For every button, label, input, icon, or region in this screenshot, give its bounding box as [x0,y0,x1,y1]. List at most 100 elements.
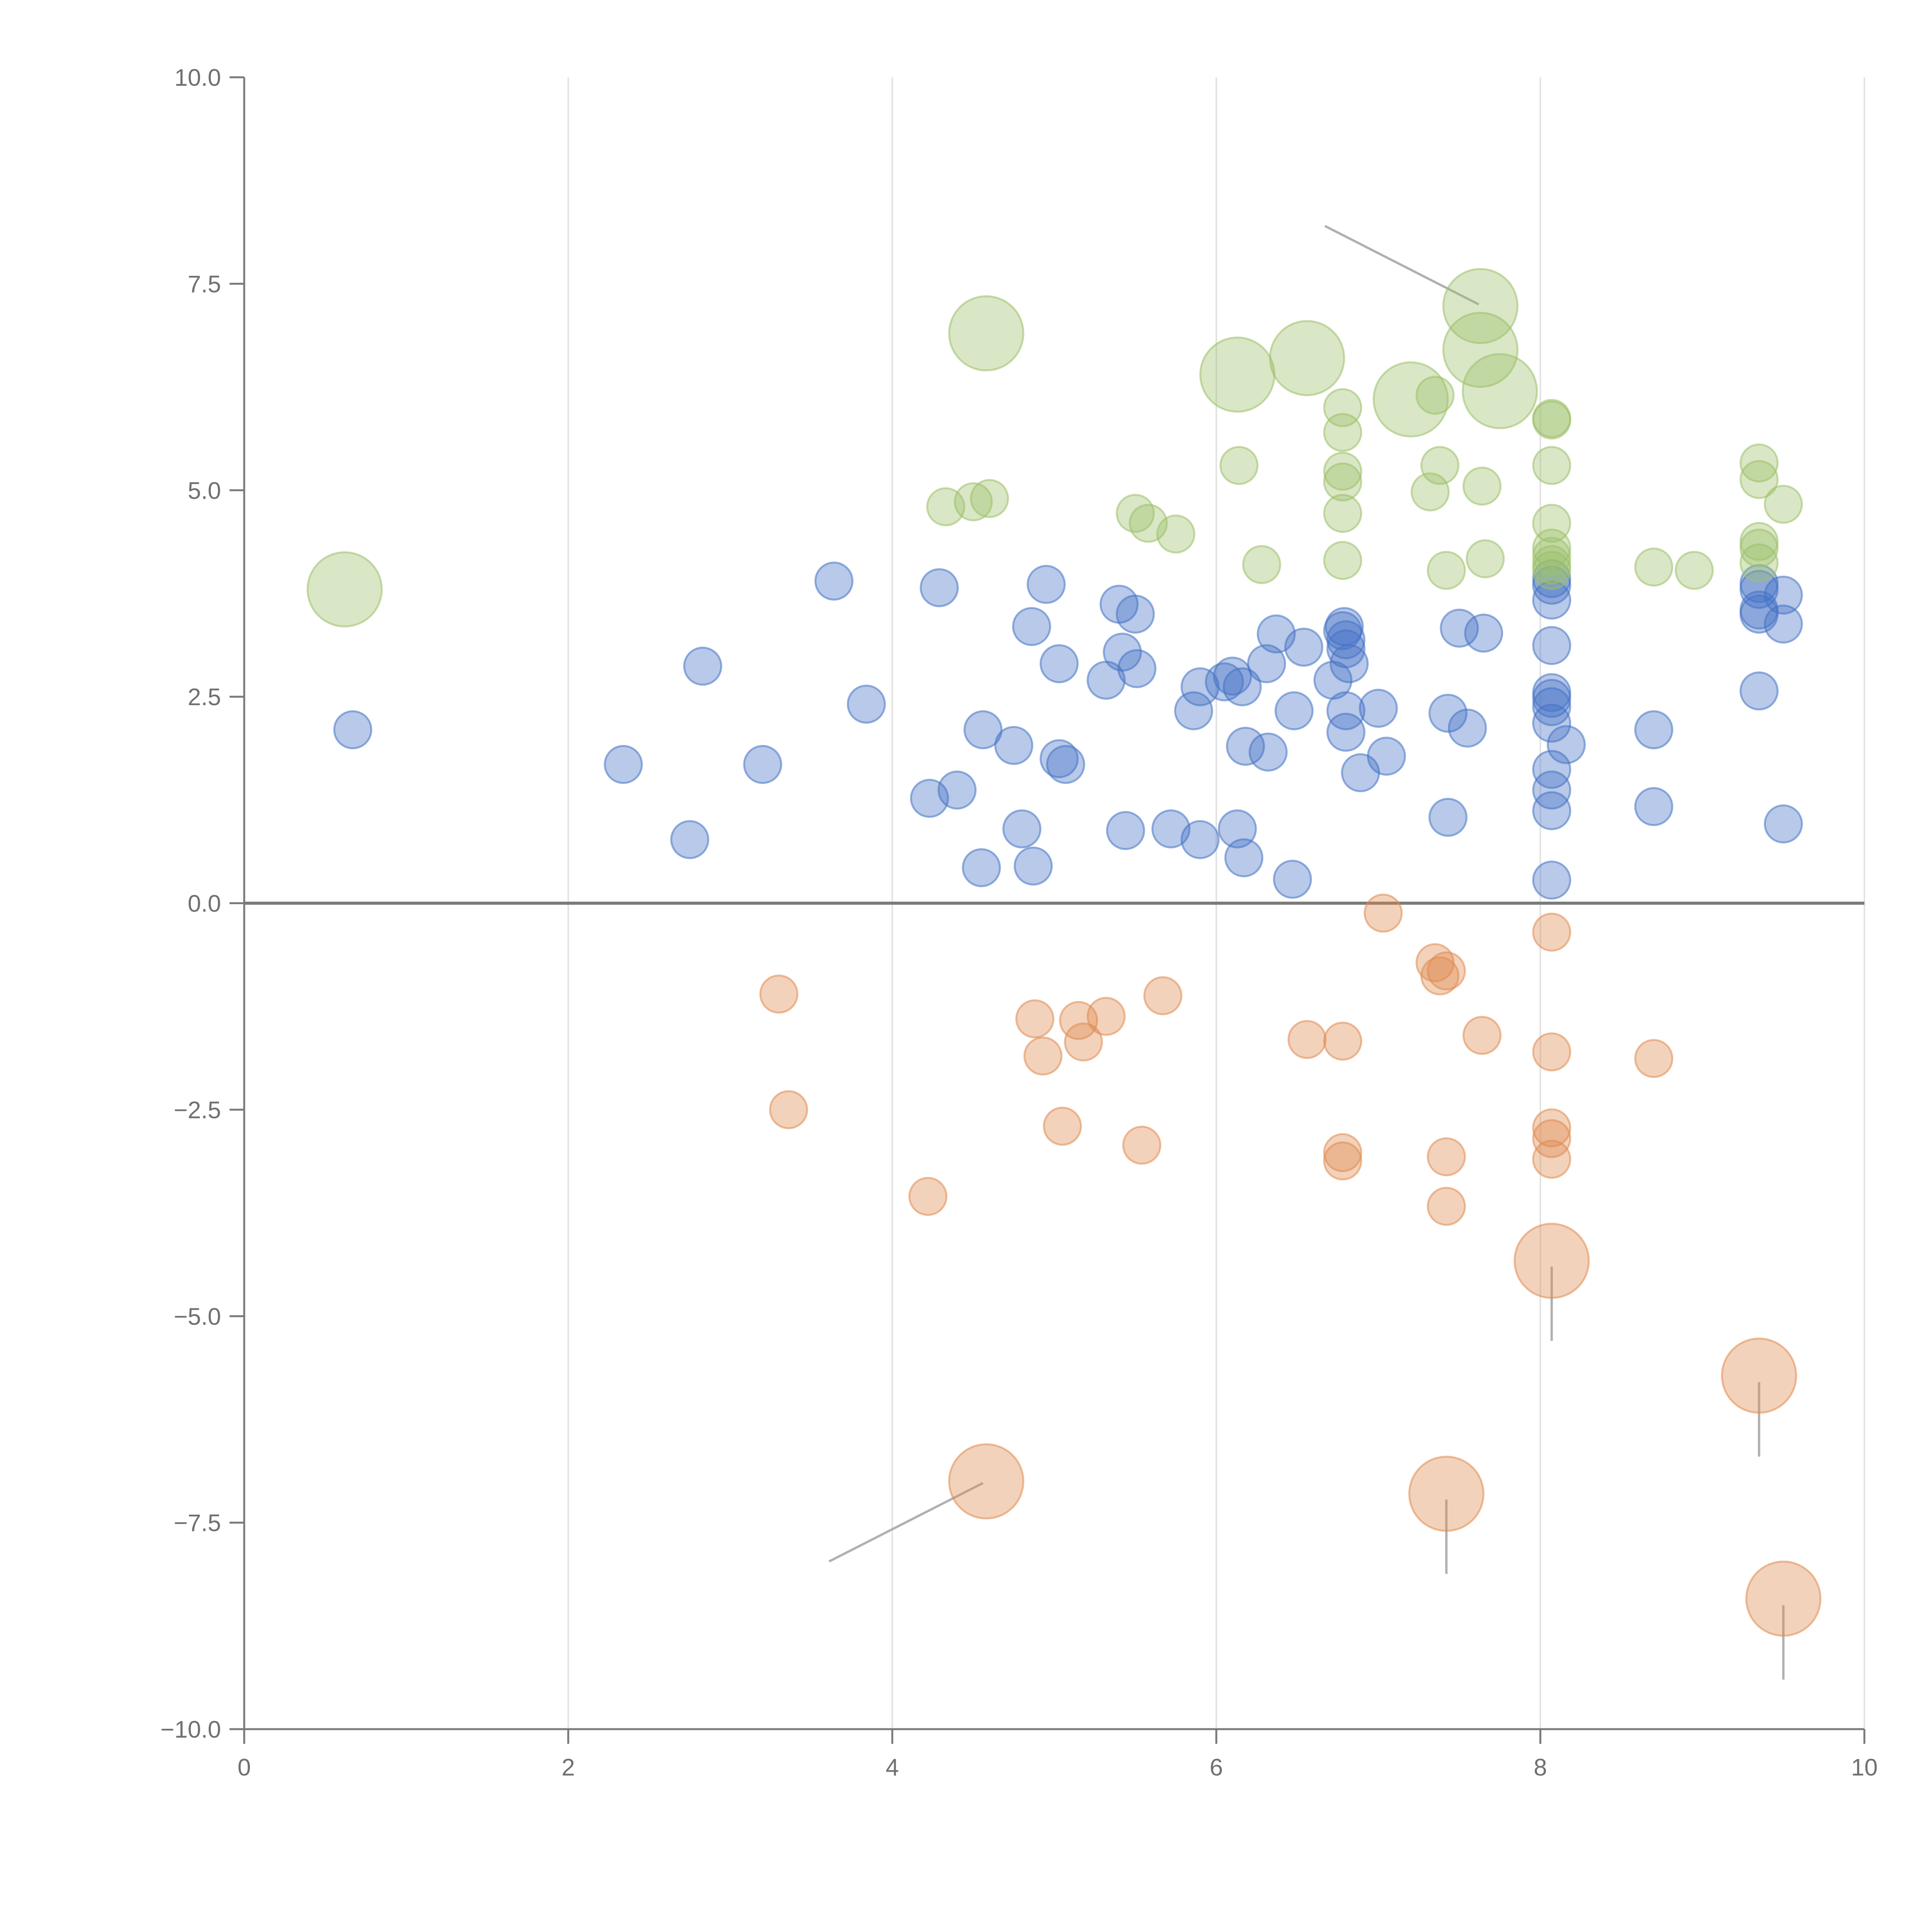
green-large-point-6 [1442,311,1519,388]
orange-point-24 [1532,1108,1571,1148]
green-point-17 [1427,551,1466,590]
blue-point-49 [1330,644,1369,684]
green-point-29 [1675,551,1714,590]
blue-point-9 [937,770,977,810]
blue-point-33 [1218,809,1257,849]
y-tick-label: −7.5 [174,1510,221,1537]
blue-point-0 [333,710,372,750]
green-point-25 [1532,537,1571,576]
blue-point-47 [1326,691,1366,730]
green-point-31 [1739,460,1779,499]
green-point-7 [1242,545,1281,584]
green-point-33 [1739,528,1779,568]
blue-point-14 [1012,607,1051,646]
blue-point-19 [1046,745,1085,784]
green-large-point-7 [1462,353,1538,429]
blue-point-51 [1359,689,1398,728]
blue-point-79 [1764,604,1803,644]
green-point-11 [1323,452,1362,491]
orange-point-25 [1532,1119,1571,1158]
blue-point-15 [1014,846,1053,886]
blue-point-66 [1532,626,1571,665]
green-point-35 [1764,485,1803,524]
y-tick-label: −2.5 [174,1097,221,1124]
green-large-point-5 [1442,268,1519,344]
annotation-line-1 [828,1482,984,1563]
blue-point-61 [1532,750,1571,789]
blue-point-3 [683,646,723,686]
orange-point-27 [1634,1039,1673,1078]
orange-point-8 [1087,997,1126,1036]
green-point-14 [1410,472,1450,512]
green-large-point-3 [1269,320,1345,396]
blue-point-59 [1532,791,1571,830]
x-tick-label: 8 [1534,1754,1547,1781]
y-tick-label: −5.0 [174,1303,221,1330]
y-tick-label: 10.0 [174,65,221,91]
x-tick-label: 10 [1851,1754,1878,1781]
blue-point-12 [994,726,1034,765]
blue-point-37 [1248,732,1288,772]
green-point-1 [954,482,993,522]
x-tick-labels: 0 2 4 6 8 10 [238,1754,1878,1781]
blue-point-10 [962,848,1001,888]
blue-point-73 [1739,671,1779,711]
x-tick-label: 2 [561,1754,575,1781]
green-point-9 [1323,494,1362,533]
orange-point-19 [1427,1137,1466,1177]
blue-point-23 [1106,811,1145,850]
blue-point-52 [1367,736,1406,776]
blue-point-60 [1532,770,1571,810]
blue-point-17 [1039,644,1079,684]
orange-point-17 [1420,956,1459,996]
green-point-6 [1219,446,1259,485]
blue-point-48 [1326,713,1366,752]
blue-point-46 [1326,629,1366,668]
blue-point-35 [1226,726,1265,766]
blue-point-78 [1764,575,1803,615]
orange-large-point-2 [1514,1223,1590,1299]
blue-point-76 [1739,564,1779,603]
y-tick-labels: 10.0 7.5 5.0 2.5 0.0 −2.5 −5.0 −7.5 −10.0 [160,65,221,1743]
orange-point-9 [1122,1126,1162,1165]
blue-point-4 [743,745,782,784]
blue-point-26 [1151,809,1190,849]
blue-point-41 [1284,628,1323,667]
blue-point-58 [1532,861,1571,900]
green-point-3 [1116,494,1155,533]
orange-point-23 [1532,1032,1571,1071]
blue-point-1 [604,745,643,784]
orange-point-7 [1064,1022,1103,1062]
blue-point-57 [1464,614,1503,653]
orange-point-22 [1532,912,1571,952]
blue-point-39 [1274,691,1314,730]
green-point-19 [1466,539,1505,578]
orange-large-point-0 [948,1443,1024,1520]
orange-large-point-3 [1721,1337,1797,1414]
blue-point-6 [847,684,886,724]
y-tick-label: 0.0 [188,891,221,917]
orange-point-12 [1323,1021,1362,1061]
green-large-point-4 [1372,361,1449,438]
orange-point-5 [1043,1107,1082,1146]
green-point-27 [1532,551,1571,590]
y-tick-label: 5.0 [188,478,221,504]
green-large-point-0 [306,551,383,628]
blue-point-16 [1027,565,1066,604]
green-point-16 [1420,446,1459,485]
blue-point-40 [1273,860,1312,899]
x-tick-label: 4 [886,1754,899,1781]
blue-point-18 [1039,739,1079,778]
x-tick-label: 6 [1210,1754,1223,1781]
orange-point-15 [1364,893,1403,933]
orange-point-18 [1427,951,1466,991]
orange-point-26 [1532,1139,1571,1179]
blue-point-71 [1634,787,1673,826]
green-point-13 [1323,388,1362,427]
blue-point-53 [1428,798,1468,837]
blue-point-32 [1223,667,1262,706]
orange-point-2 [908,1177,947,1216]
orange-point-10 [1143,976,1182,1015]
orange-point-21 [1462,1016,1502,1055]
